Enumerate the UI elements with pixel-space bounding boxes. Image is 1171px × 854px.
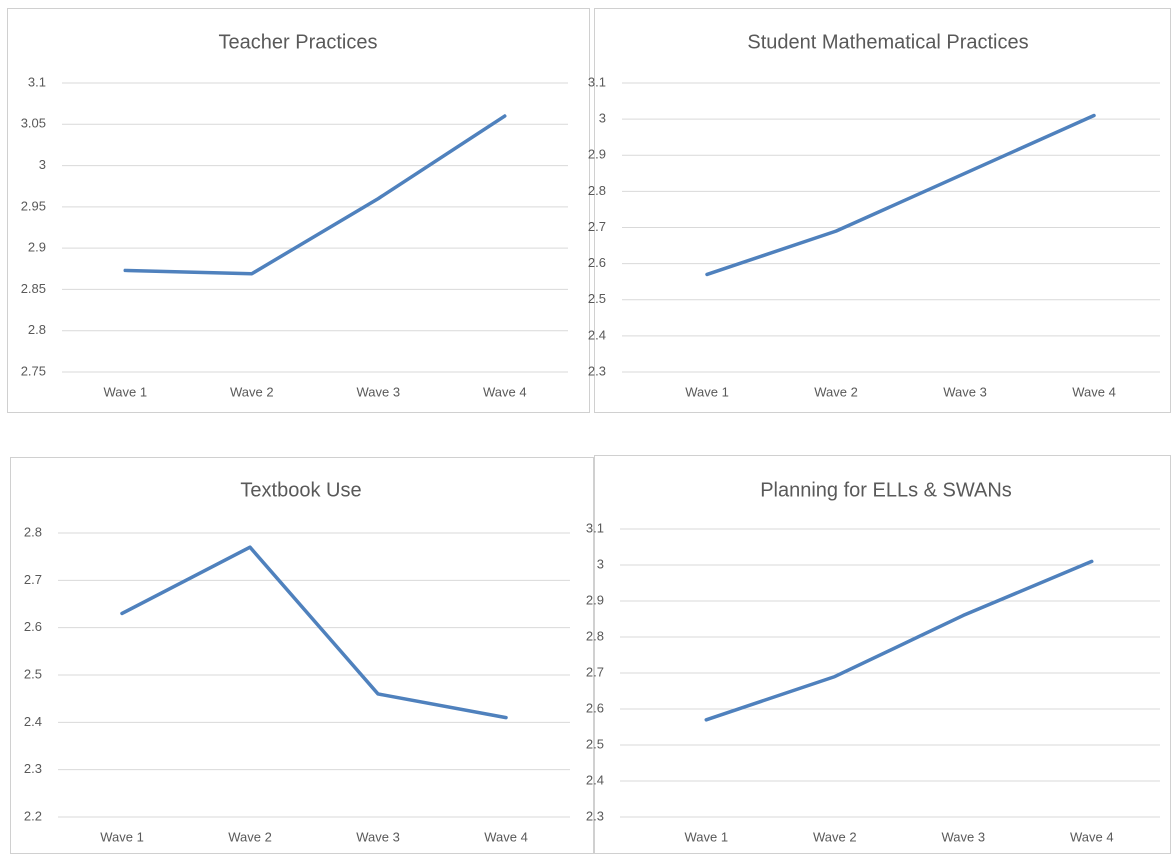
data-line <box>123 114 507 276</box>
y-tick-label: 2.3 <box>586 808 604 823</box>
y-tick-label: 2.8 <box>28 322 46 337</box>
x-tick-label: Wave 1 <box>684 829 728 844</box>
data-line <box>704 559 1094 722</box>
y-tick-label: 3.05 <box>21 116 46 131</box>
x-tick-label: Wave 2 <box>813 829 857 844</box>
y-tick-label: 3.1 <box>28 74 46 89</box>
x-tick-label: Wave 4 <box>484 829 528 844</box>
y-tick-label: 2.3 <box>588 363 606 378</box>
y-tick-label: 2.7 <box>586 664 604 679</box>
chart-panel: Planning for ELLs & SWANs 2.3 2.4 2.5 2.6 2.7… <box>586 455 1171 854</box>
y-tick-label: 3.1 <box>588 74 606 89</box>
y-tick-label: 2.4 <box>588 327 606 342</box>
x-tick-label: Wave 2 <box>228 829 272 844</box>
x-tick-label: Wave 1 <box>100 829 144 844</box>
x-tick-label: Wave 2 <box>814 384 858 399</box>
x-tick-label: Wave 3 <box>356 829 400 844</box>
chart-title: Student Mathematical Practices <box>747 31 1028 53</box>
y-tick-label: 2.8 <box>586 628 604 643</box>
y-tick-label: 2.7 <box>24 572 42 587</box>
chart-title: Planning for ELLs & SWANs <box>760 479 1012 501</box>
data-line <box>705 113 1096 277</box>
y-tick-label: 3 <box>39 157 46 172</box>
data-line <box>120 545 508 720</box>
x-tick-label: Wave 4 <box>1070 829 1114 844</box>
y-tick-label: 2.75 <box>21 363 46 378</box>
y-tick-label: 2.2 <box>24 808 42 823</box>
chart-panel: Student Mathematical Practices 2.3 2.4 2.5 2… <box>588 8 1171 413</box>
chart-title: Textbook Use <box>240 479 361 501</box>
y-tick-label: 2.4 <box>24 714 42 729</box>
y-tick-label: 3.1 <box>586 520 604 535</box>
y-tick-label: 2.9 <box>28 240 46 255</box>
chart-panel: Textbook Use 2.2 2.3 2.4 2.5 2.6 2.7 2.8 Wave 1 W… <box>10 457 594 854</box>
chart-panel: Teacher Practices 2.75 2.8 2.85 2.9 2.95 3 3.05… <box>7 8 590 413</box>
y-tick-label: 2.8 <box>588 183 606 198</box>
y-tick-label: 2.6 <box>24 619 42 634</box>
panel-border <box>10 457 594 854</box>
x-tick-label: Wave 1 <box>685 384 729 399</box>
y-tick-label: 2.9 <box>588 147 606 162</box>
x-tick-label: Wave 4 <box>1072 384 1116 399</box>
panel-border <box>7 8 590 413</box>
y-tick-label: 2.5 <box>24 666 42 681</box>
y-tick-label: 2.4 <box>586 772 604 787</box>
y-tick-label: 2.8 <box>24 524 42 539</box>
chart-title: Teacher Practices <box>219 31 378 53</box>
y-tick-label: 2.5 <box>588 291 606 306</box>
y-tick-label: 2.85 <box>21 281 46 296</box>
y-tick-label: 2.95 <box>21 198 46 213</box>
y-tick-label: 2.6 <box>586 700 604 715</box>
y-tick-label: 2.9 <box>586 592 604 607</box>
x-tick-label: Wave 3 <box>941 829 985 844</box>
y-tick-label: 3 <box>597 556 604 571</box>
y-tick-label: 3 <box>599 111 606 126</box>
y-tick-label: 2.7 <box>588 219 606 234</box>
y-tick-label: 2.3 <box>24 761 42 776</box>
y-tick-label: 2.6 <box>588 255 606 270</box>
x-tick-label: Wave 3 <box>356 384 400 399</box>
y-tick-label: 2.5 <box>586 736 604 751</box>
x-tick-label: Wave 2 <box>230 384 274 399</box>
x-tick-label: Wave 1 <box>103 384 147 399</box>
x-tick-label: Wave 3 <box>943 384 987 399</box>
x-tick-label: Wave 4 <box>483 384 527 399</box>
